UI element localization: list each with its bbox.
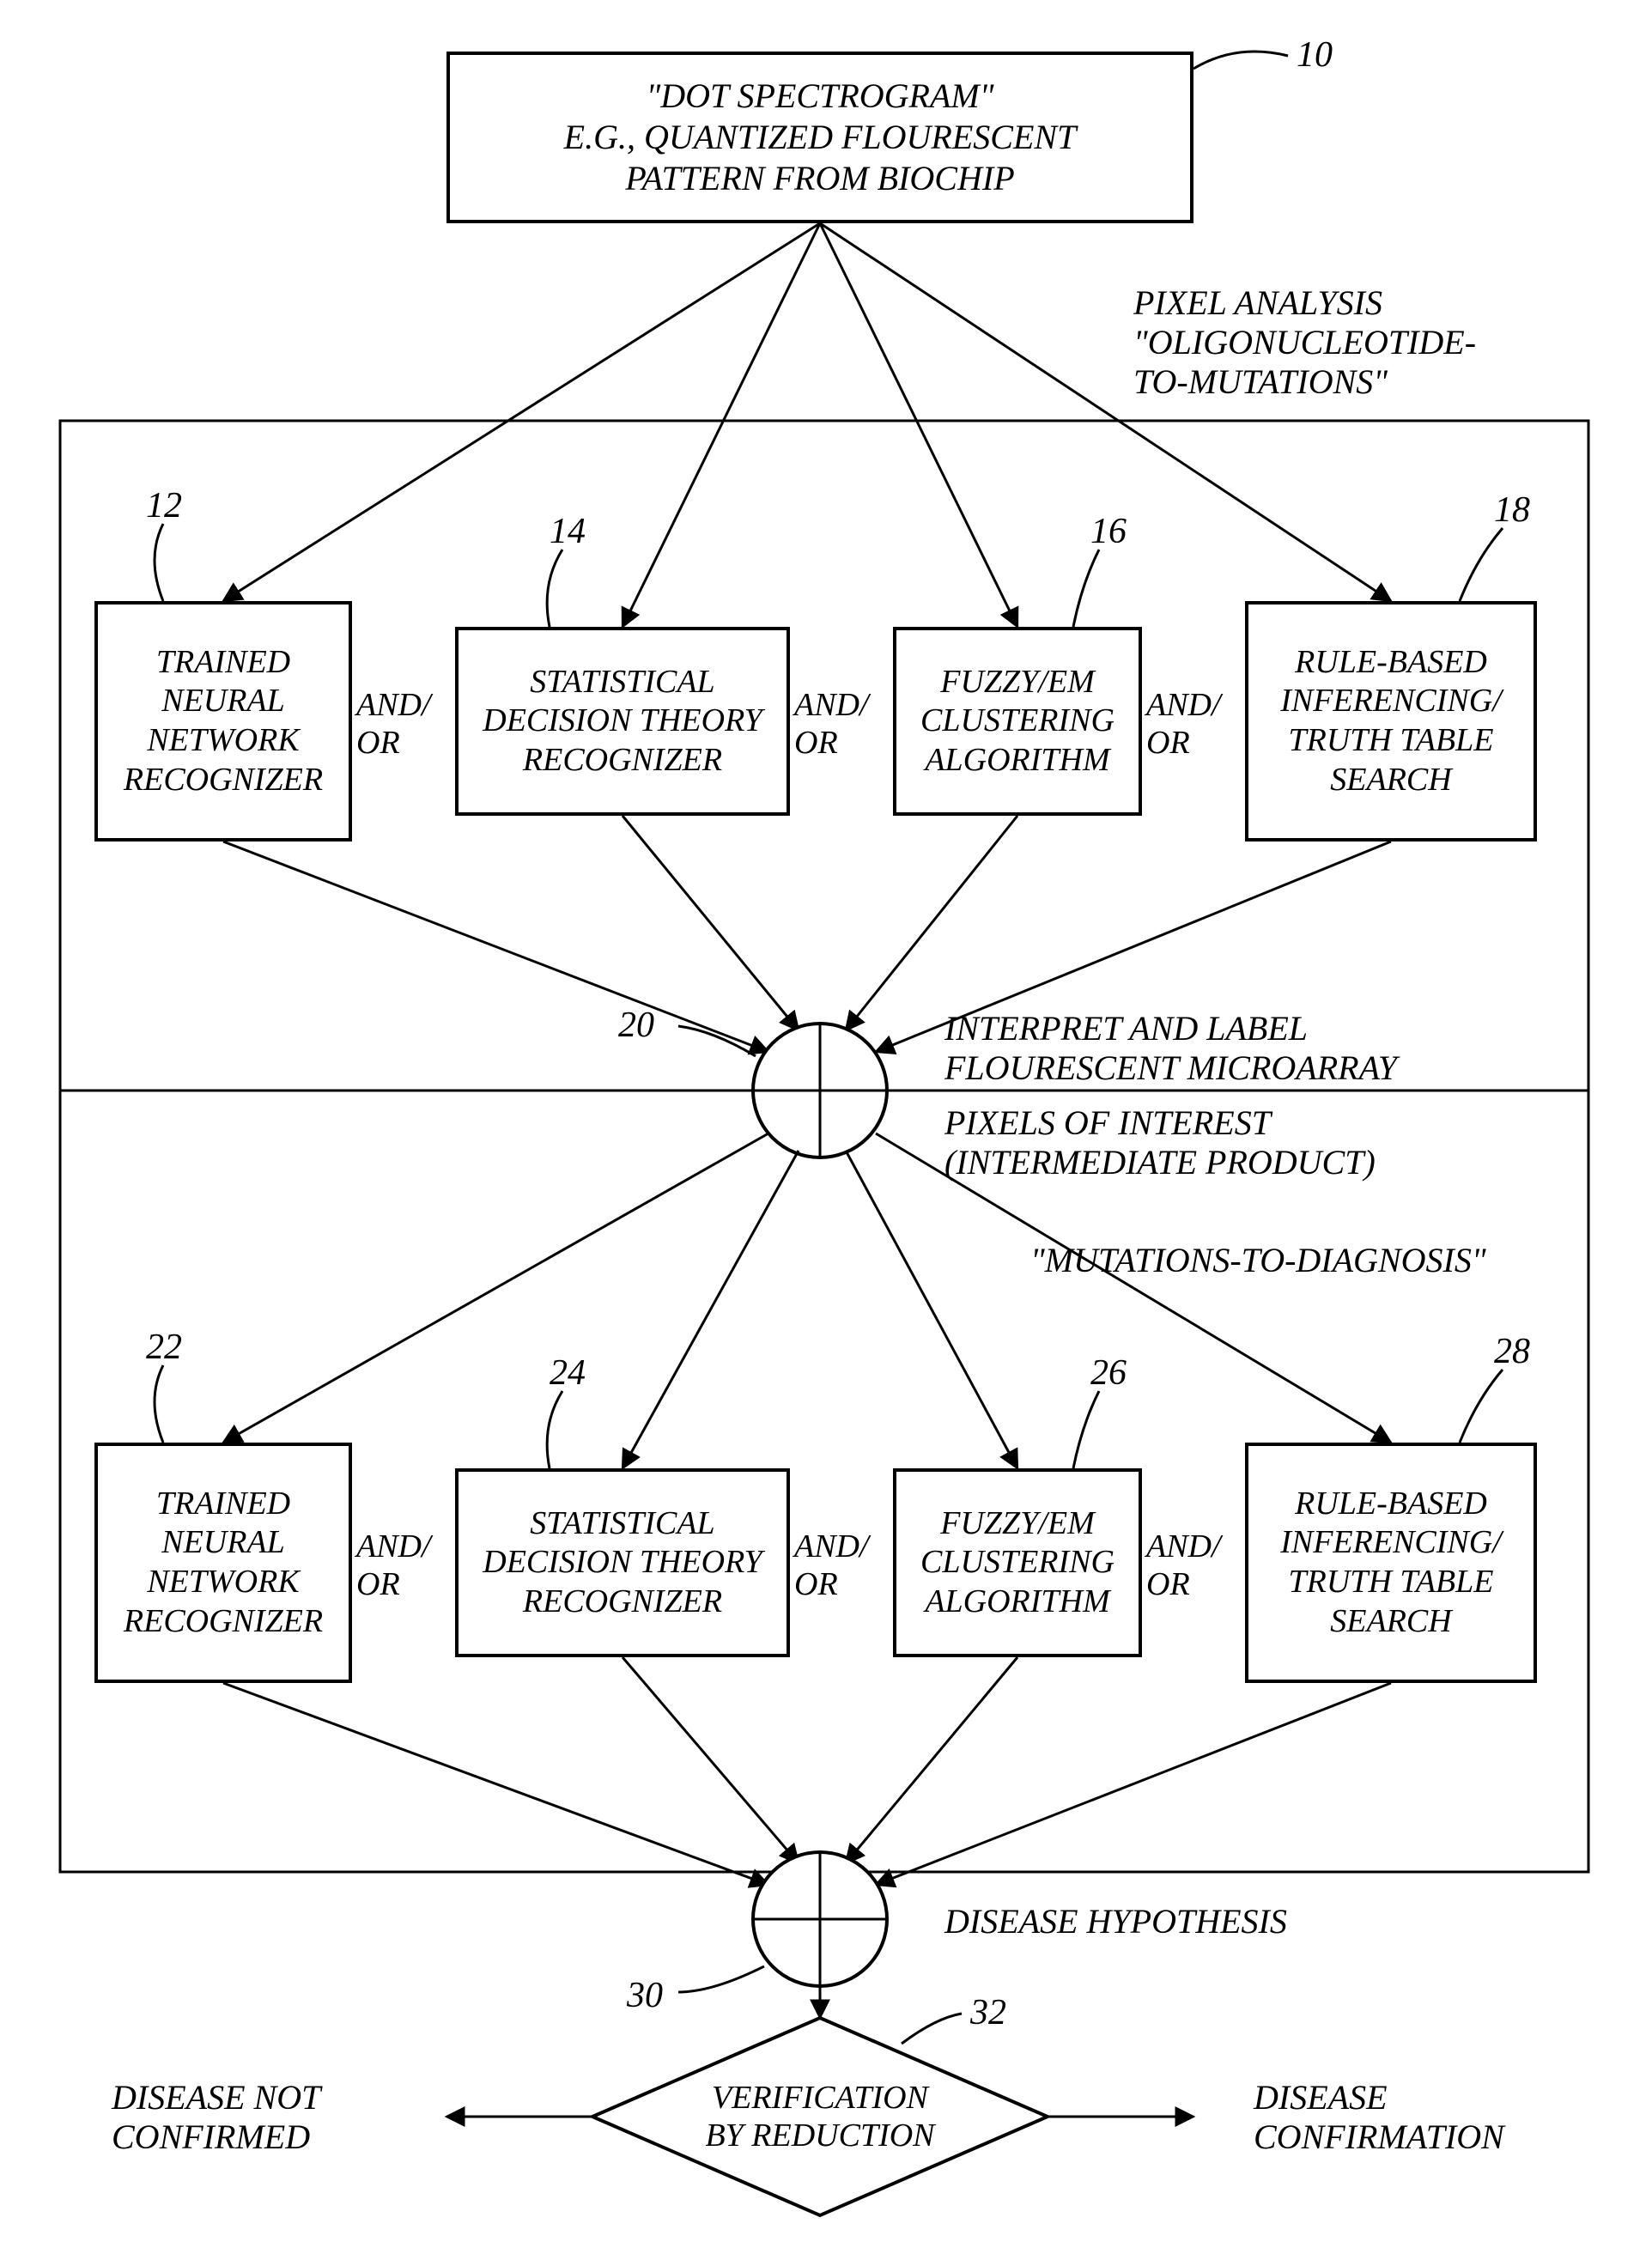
callout-10: 10 [1297, 34, 1333, 76]
node-text: STATISTICAL DECISION THEORY RECOGNIZER [483, 1504, 762, 1622]
label-pixel-analysis: PIXEL ANALYSIS "OLIGONUCLEOTIDE- TO-MUTA… [1133, 283, 1476, 402]
callout-22: 22 [146, 1327, 182, 1368]
node-verification: VERIFICATION BY REDUCTION [670, 2074, 970, 2160]
callout-18: 18 [1494, 489, 1530, 531]
node-rule-2: RULE-BASED INFERENCING/ TRUTH TABLE SEAR… [1245, 1443, 1537, 1683]
andor-6: AND/ OR [1146, 1528, 1221, 1603]
node-statistical-1: STATISTICAL DECISION THEORY RECOGNIZER [455, 627, 790, 816]
label-hypothesis: DISEASE HYPOTHESIS [944, 1902, 1287, 1941]
label-pixels-interest: PIXELS OF INTEREST (INTERMEDIATE PRODUCT… [944, 1103, 1376, 1182]
andor-4: AND/ OR [356, 1528, 431, 1603]
node-text: VERIFICATION BY REDUCTION [705, 2079, 934, 2154]
node-text: FUZZY/EM CLUSTERING ALGORITHM [920, 1504, 1114, 1622]
node-neural-1: TRAINED NEURAL NETWORK RECOGNIZER [94, 601, 352, 841]
node-rule-1: RULE-BASED INFERENCING/ TRUTH TABLE SEAR… [1245, 601, 1537, 841]
node-text: STATISTICAL DECISION THEORY RECOGNIZER [483, 663, 762, 781]
node-fuzzy-2: FUZZY/EM CLUSTERING ALGORITHM [893, 1468, 1142, 1657]
callout-30: 30 [627, 1975, 663, 2016]
callout-28: 28 [1494, 1331, 1530, 1372]
label-not-confirmed: DISEASE NOT CONFIRMED [112, 2078, 320, 2157]
node-text: TRAINED NEURAL NETWORK RECOGNIZER [124, 1485, 323, 1641]
callout-24: 24 [550, 1352, 586, 1394]
andor-3: AND/ OR [1146, 687, 1221, 762]
callout-16: 16 [1090, 511, 1127, 552]
andor-1: AND/ OR [356, 687, 431, 762]
callout-20: 20 [618, 1005, 654, 1046]
node-text: "DOT SPECTROGRAM" E.G., QUANTIZED FLOURE… [564, 76, 1077, 199]
label-mutations: "MUTATIONS-TO-DIAGNOSIS" [1030, 1241, 1486, 1280]
node-text: FUZZY/EM CLUSTERING ALGORITHM [920, 663, 1114, 781]
callout-14: 14 [550, 511, 586, 552]
callout-26: 26 [1090, 1352, 1127, 1394]
node-text: RULE-BASED INFERENCING/ TRUTH TABLE SEAR… [1280, 1485, 1502, 1641]
node-text: RULE-BASED INFERENCING/ TRUTH TABLE SEAR… [1280, 643, 1502, 799]
callout-32: 32 [970, 1992, 1006, 2033]
label-interpret: INTERPRET AND LABEL FLOURESCENT MICROARR… [944, 1009, 1397, 1088]
label-confirmed: DISEASE CONFIRMATION [1254, 2078, 1504, 2157]
callout-12: 12 [146, 485, 182, 526]
andor-2: AND/ OR [794, 687, 869, 762]
node-fuzzy-1: FUZZY/EM CLUSTERING ALGORITHM [893, 627, 1142, 816]
node-neural-2: TRAINED NEURAL NETWORK RECOGNIZER [94, 1443, 352, 1683]
node-statistical-2: STATISTICAL DECISION THEORY RECOGNIZER [455, 1468, 790, 1657]
andor-5: AND/ OR [794, 1528, 869, 1603]
node-dot-spectrogram: "DOT SPECTROGRAM" E.G., QUANTIZED FLOURE… [446, 52, 1193, 223]
node-text: TRAINED NEURAL NETWORK RECOGNIZER [124, 643, 323, 799]
